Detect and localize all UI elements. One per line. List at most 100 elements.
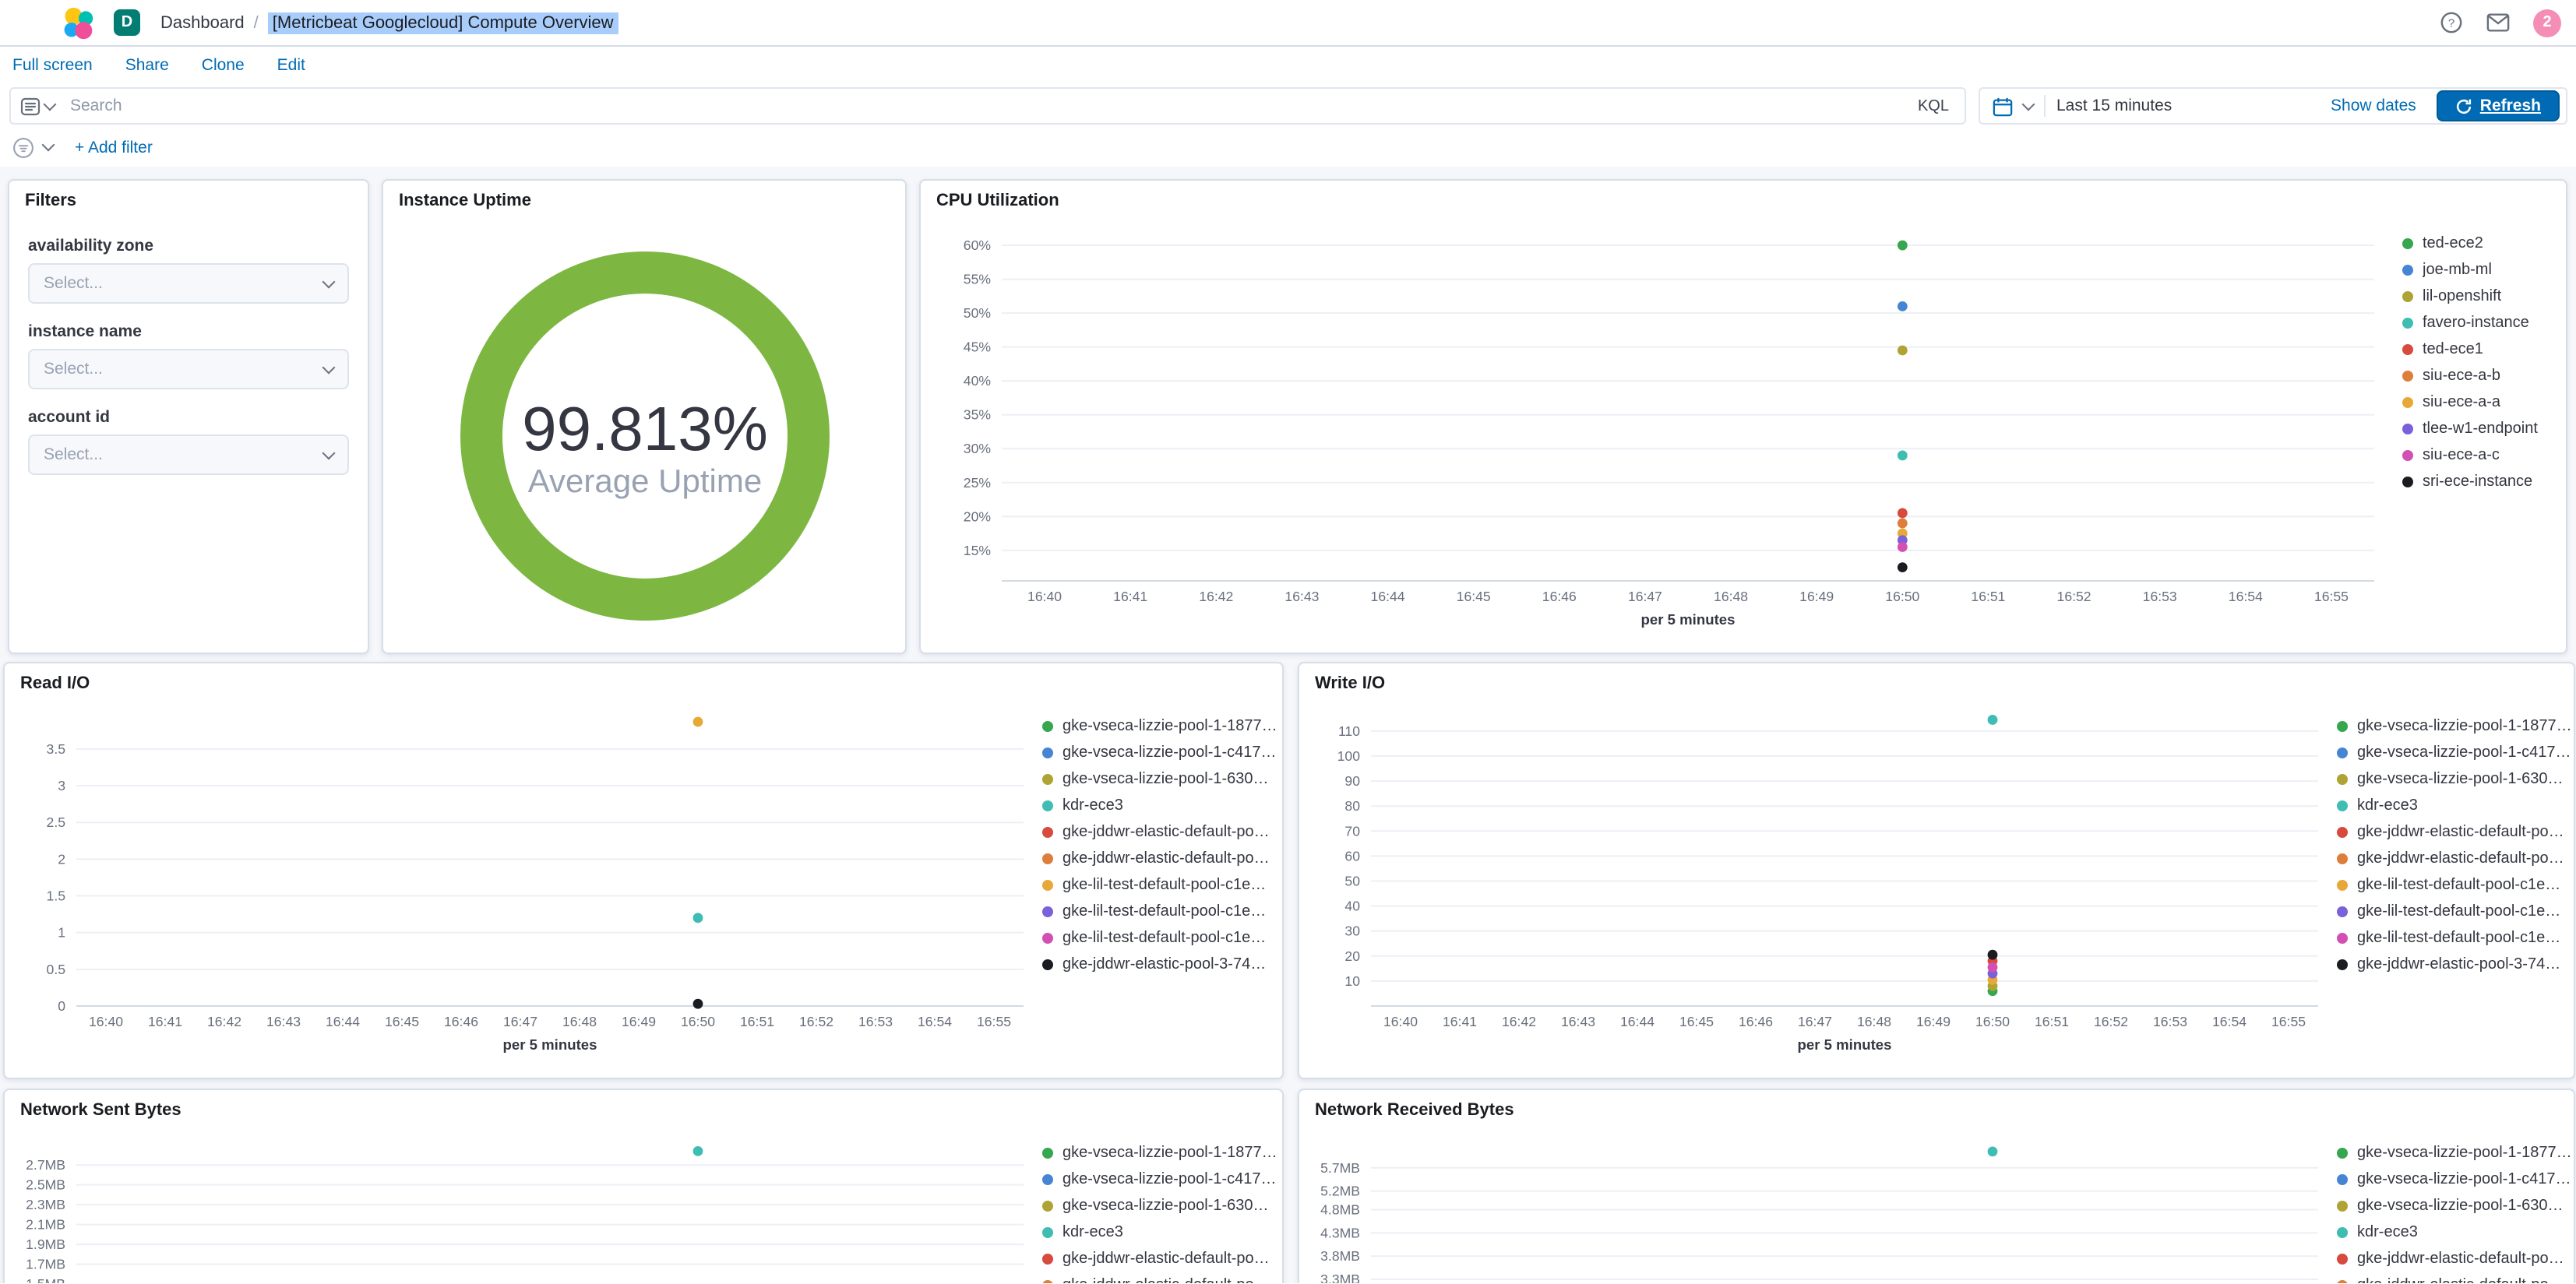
- legend-item[interactable]: siu-ece-a-a: [2402, 389, 2558, 416]
- legend-item[interactable]: gke-lil-test-default-pool-c1e…: [2337, 925, 2574, 952]
- legend-series-label: gke-lil-test-default-pool-c1e…: [2357, 877, 2561, 894]
- legend-item[interactable]: ted-ece1: [2402, 336, 2558, 363]
- data-point[interactable]: [1987, 715, 1998, 725]
- full-screen-link[interactable]: Full screen: [12, 56, 93, 75]
- legend-item[interactable]: favero-instance: [2402, 310, 2558, 336]
- data-point[interactable]: [692, 716, 703, 727]
- legend-item[interactable]: gke-jddwr-elastic-pool-3-74…: [2337, 952, 2574, 978]
- data-point[interactable]: [1897, 301, 1908, 311]
- legend-item[interactable]: gke-jddwr-elastic-pool-3-74…: [1042, 952, 1279, 978]
- legend-item[interactable]: gke-vseca-lizzie-pool-1-1877…: [2337, 713, 2574, 740]
- menu-toggle-button[interactable]: [16, 13, 41, 32]
- time-range-button[interactable]: Last 15 minutes: [2056, 97, 2173, 115]
- filter-icon: [13, 137, 33, 157]
- panel-read-io: Read I/O 0 0.5 1 1.5 2 2.5 3 3.5 16:40 16:41 16:42…: [3, 662, 1284, 1079]
- legend-item[interactable]: gke-jddwr-elastic-default-po…: [2337, 1246, 2574, 1272]
- query-language-button[interactable]: KQL: [1915, 97, 1952, 114]
- data-point[interactable]: [1897, 450, 1908, 461]
- legend-item[interactable]: gke-lil-test-default-pool-c1e…: [1042, 899, 1279, 925]
- y-axis-tick-label: 4.8MB: [1320, 1202, 1360, 1218]
- y-axis-tick-label: 1.7MB: [26, 1257, 65, 1272]
- show-dates-button[interactable]: Show dates: [2321, 97, 2426, 115]
- edit-link[interactable]: Edit: [277, 56, 305, 75]
- legend-item[interactable]: gke-vseca-lizzie-pool-1-c417…: [2337, 740, 2574, 766]
- legend-item[interactable]: siu-ece-a-c: [2402, 442, 2558, 469]
- legend-item[interactable]: ted-ece2: [2402, 230, 2558, 257]
- legend-item[interactable]: kdr-ece3: [1042, 793, 1279, 819]
- y-axis-tick-label: 3.8MB: [1320, 1248, 1360, 1264]
- legend-item[interactable]: gke-vseca-lizzie-pool-1-630…: [1042, 1193, 1279, 1219]
- panel-network-sent-bytes: Network Sent Bytes 1.5MB 1.7MB 1.9MB 2.1MB 2…: [3, 1089, 1284, 1283]
- legend-item[interactable]: gke-jddwr-elastic-default-po…: [1042, 846, 1279, 872]
- clone-link[interactable]: Clone: [201, 56, 245, 75]
- refresh-button[interactable]: Refresh: [2436, 90, 2560, 121]
- share-link[interactable]: Share: [125, 56, 169, 75]
- data-point[interactable]: [1897, 542, 1908, 552]
- x-axis-tick-label: 16:53: [858, 1014, 893, 1029]
- space-badge[interactable]: D: [114, 9, 140, 36]
- legend-item[interactable]: sri-ece-instance: [2402, 469, 2558, 495]
- legend-item[interactable]: joe-mb-ml: [2402, 257, 2558, 283]
- y-axis-tick-label: 3.5: [47, 741, 66, 757]
- account-id-select[interactable]: Select...: [28, 434, 349, 475]
- saved-query-menu-button[interactable]: [11, 89, 64, 123]
- data-point[interactable]: [692, 1145, 703, 1156]
- legend-item[interactable]: gke-jddwr-elastic-default-po…: [1042, 1272, 1279, 1283]
- legend-series-dot: [2402, 238, 2413, 249]
- newsfeed-button[interactable]: [2486, 12, 2510, 33]
- instance-name-select[interactable]: Select...: [28, 349, 349, 389]
- help-button[interactable]: ?: [2440, 11, 2463, 34]
- legend-item[interactable]: gke-vseca-lizzie-pool-1-1877…: [1042, 713, 1279, 740]
- legend-item[interactable]: gke-vseca-lizzie-pool-1-630…: [2337, 1193, 2574, 1219]
- chevron-down-icon[interactable]: [2021, 97, 2035, 111]
- legend-item[interactable]: gke-vseca-lizzie-pool-1-c417…: [2337, 1166, 2574, 1193]
- data-point[interactable]: [1897, 240, 1908, 251]
- legend-item[interactable]: gke-vseca-lizzie-pool-1-630…: [1042, 766, 1279, 793]
- legend-item[interactable]: gke-jddwr-elastic-default-po…: [1042, 819, 1279, 846]
- legend-item[interactable]: gke-lil-test-default-pool-c1e…: [2337, 899, 2574, 925]
- availability-zone-select[interactable]: Select...: [28, 263, 349, 304]
- x-axis-tick-label: 16:43: [1284, 589, 1319, 604]
- legend-series-dot: [2337, 1254, 2348, 1265]
- data-point[interactable]: [1987, 949, 1998, 960]
- data-point[interactable]: [1987, 962, 1998, 973]
- x-axis-tick-label: 16:43: [1561, 1014, 1595, 1029]
- panel-title: Filters: [25, 192, 77, 210]
- data-point[interactable]: [1897, 518, 1908, 529]
- chevron-down-icon[interactable]: [41, 138, 55, 152]
- legend-item[interactable]: lil-openshift: [2402, 283, 2558, 310]
- legend-item[interactable]: gke-vseca-lizzie-pool-1-c417…: [1042, 1166, 1279, 1193]
- elastic-logo[interactable]: [61, 5, 95, 40]
- legend-item[interactable]: gke-jddwr-elastic-default-po…: [1042, 1246, 1279, 1272]
- calendar-button[interactable]: [1993, 96, 2013, 116]
- legend-item[interactable]: gke-jddwr-elastic-default-po…: [2337, 819, 2574, 846]
- legend-item[interactable]: siu-ece-a-b: [2402, 363, 2558, 389]
- legend-item[interactable]: kdr-ece3: [1042, 1219, 1279, 1246]
- legend-item[interactable]: gke-lil-test-default-pool-c1e…: [1042, 925, 1279, 952]
- legend-item[interactable]: kdr-ece3: [2337, 793, 2574, 819]
- y-axis-tick-label: 20%: [964, 508, 992, 524]
- search-input[interactable]: [64, 89, 1915, 123]
- legend-item[interactable]: gke-vseca-lizzie-pool-1-c417…: [1042, 740, 1279, 766]
- data-point[interactable]: [692, 998, 703, 1009]
- data-point[interactable]: [692, 913, 703, 923]
- data-point[interactable]: [1987, 1146, 1998, 1157]
- user-avatar[interactable]: 2: [2533, 9, 2561, 37]
- legend-item[interactable]: gke-vseca-lizzie-pool-1-1877…: [1042, 1140, 1279, 1166]
- y-axis-tick-label: 50: [1344, 873, 1360, 888]
- data-point[interactable]: [1897, 508, 1908, 519]
- data-point[interactable]: [1897, 345, 1908, 356]
- legend-item[interactable]: kdr-ece3: [2337, 1219, 2574, 1246]
- breadcrumb-dashboard[interactable]: Dashboard: [160, 13, 245, 32]
- legend-item[interactable]: gke-jddwr-elastic-default-po…: [2337, 1272, 2574, 1283]
- legend-item[interactable]: gke-jddwr-elastic-default-po…: [2337, 846, 2574, 872]
- chevron-down-icon: [322, 274, 336, 288]
- data-point[interactable]: [1897, 562, 1908, 572]
- legend-item[interactable]: gke-vseca-lizzie-pool-1-1877…: [2337, 1140, 2574, 1166]
- legend-item[interactable]: tlee-w1-endpoint: [2402, 416, 2558, 442]
- legend-item[interactable]: gke-lil-test-default-pool-c1e…: [2337, 872, 2574, 899]
- legend-item[interactable]: gke-vseca-lizzie-pool-1-630…: [2337, 766, 2574, 793]
- add-filter-button[interactable]: + Add filter: [75, 138, 153, 157]
- filter-options-button[interactable]: [12, 136, 34, 158]
- legend-item[interactable]: gke-lil-test-default-pool-c1e…: [1042, 872, 1279, 899]
